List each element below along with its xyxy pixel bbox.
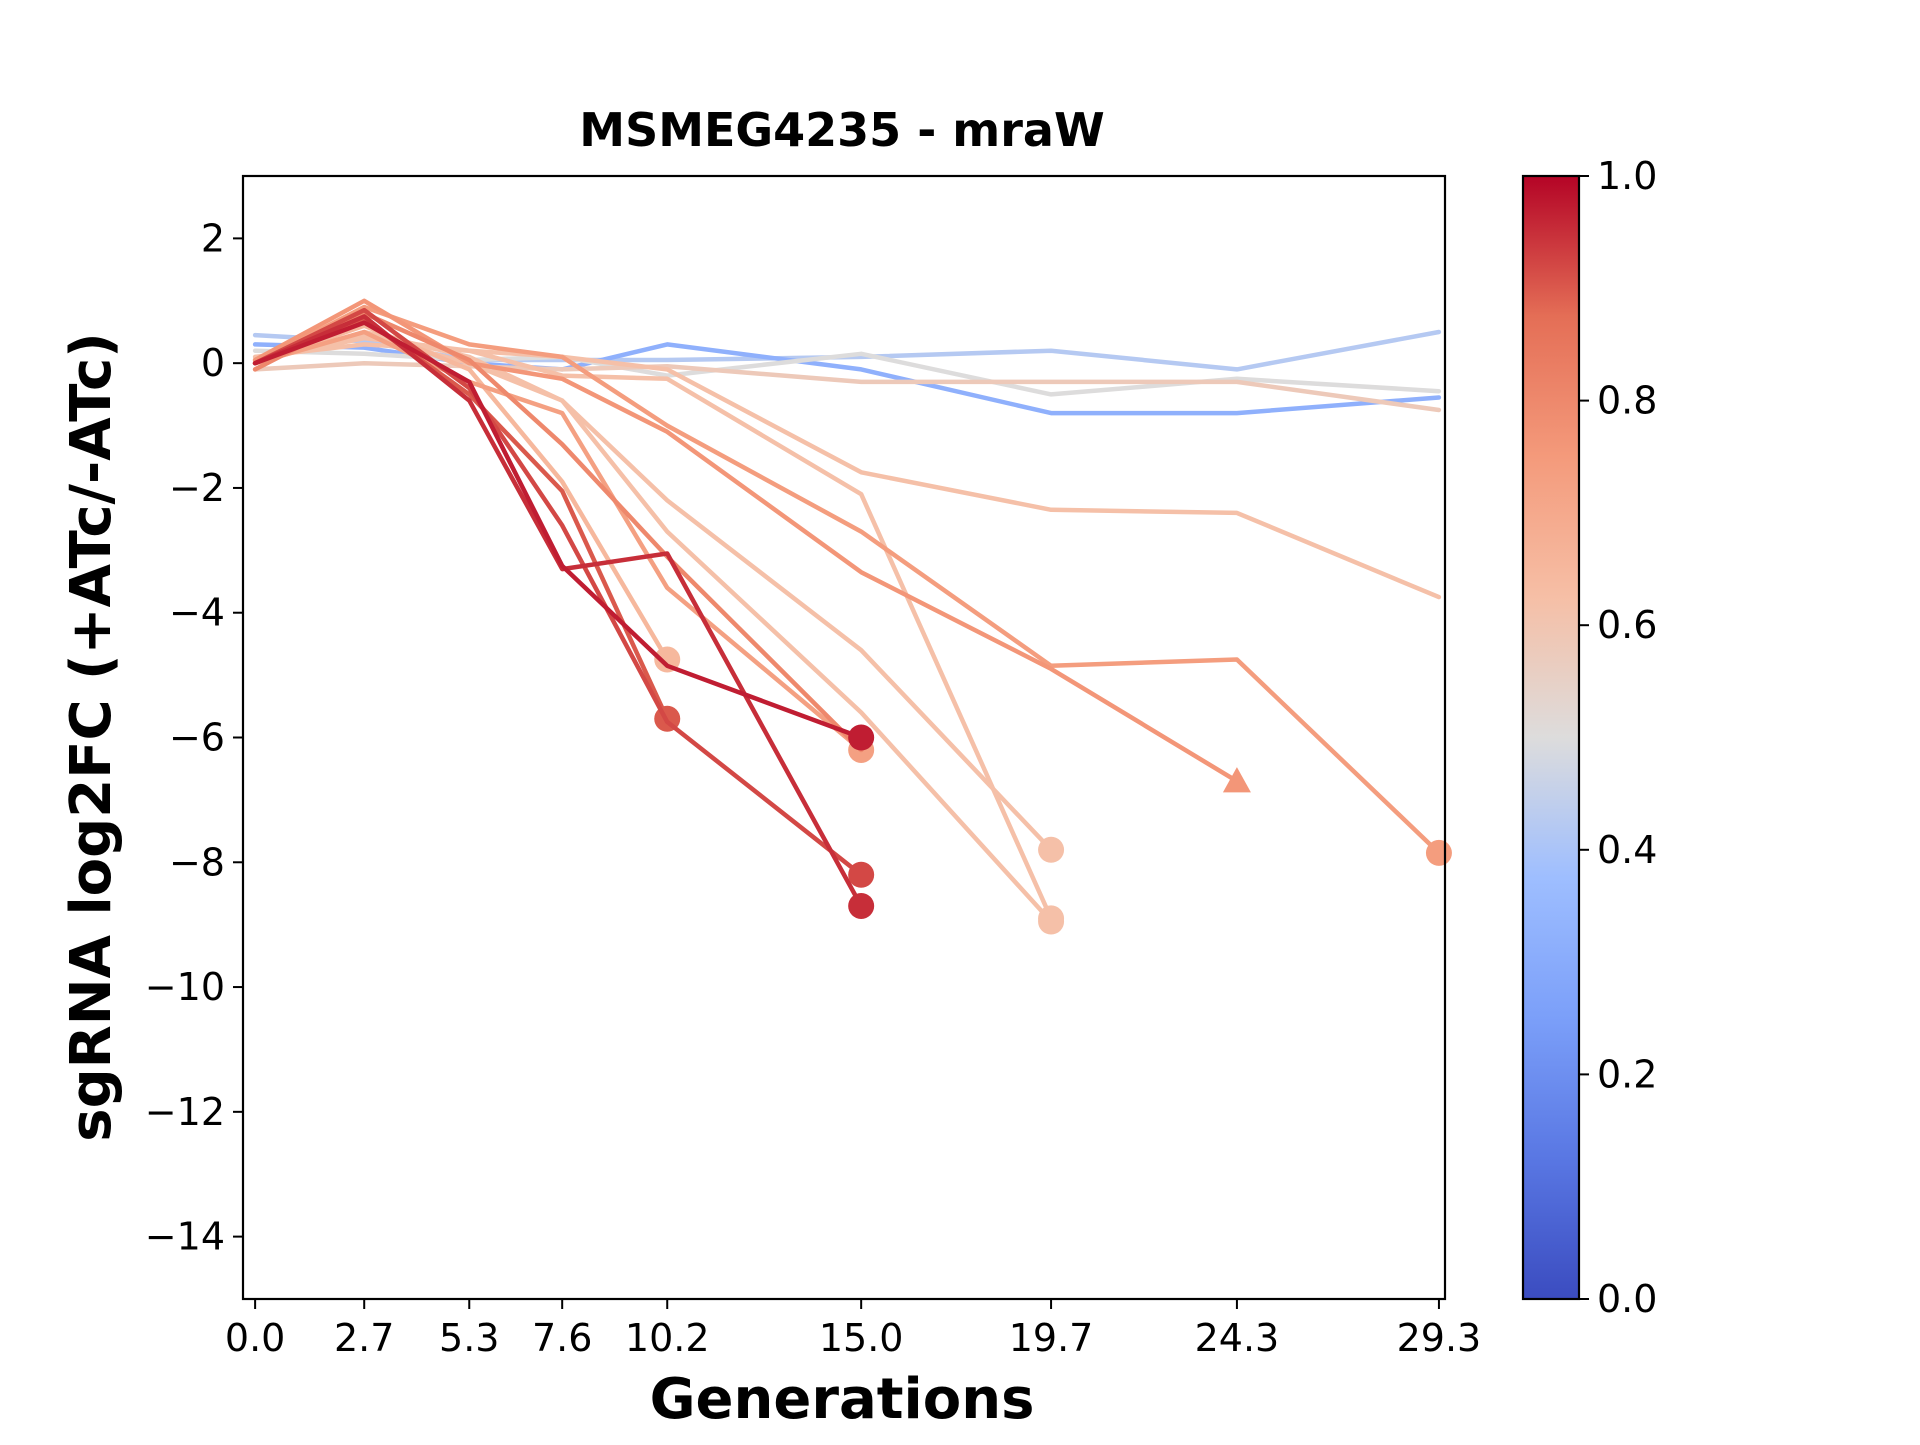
series-line-15 [252,307,864,878]
series-end-marker-7 [1038,836,1065,863]
series-line-16 [252,314,864,909]
colorbar-frame [1521,174,1581,1301]
series-end-marker-8 [1038,908,1065,935]
colorbar-tick-label: 0.6 [1597,603,1657,647]
x-tick-label: 24.3 [1195,1316,1280,1360]
series-line-11 [252,304,1442,856]
y-tick-label: −10 [145,965,225,1009]
x-tick-label: 5.3 [439,1316,499,1360]
series-end-marker-15 [848,861,875,888]
y-tick-label: −4 [169,591,225,635]
y-tick-label: −14 [145,1215,225,1259]
x-axis-ticks: 0.0 2.7 5.3 7.6 10.2 15.0 19.7 24.3 29.3 [225,1299,1481,1360]
series-end-marker-12 [1222,767,1251,793]
x-axis-label: Generations [650,1367,1035,1432]
x-tick-label: 15.0 [819,1316,904,1360]
y-tick-label: 2 [201,216,225,260]
series-line-12 [252,298,1240,784]
series-line-2 [252,342,1442,416]
x-tick-label: 0.0 [225,1316,285,1360]
colorbar [1523,176,1579,1299]
y-tick-label: −6 [169,716,225,760]
series-line-7 [252,329,1054,853]
colorbar-tick-label: 0.2 [1597,1052,1657,1096]
series-line-8 [252,332,1054,924]
chart-title: MSMEG4235 - mraW [579,103,1104,157]
x-tick-label: 19.7 [1009,1316,1094,1360]
series-line-4 [252,360,1442,413]
colorbar-tick-label: 0.8 [1597,379,1657,423]
y-tick-label: −2 [169,466,225,510]
y-tick-label: −8 [169,840,225,884]
series-end-marker-16 [848,892,875,919]
series-line-17 [252,320,864,740]
x-tick-label: 7.6 [532,1316,592,1360]
colorbar-tick-label: 1.0 [1597,154,1657,198]
colorbar-tick-label: 0.0 [1597,1277,1657,1321]
colorbar-ticks: 0.0 0.2 0.4 0.6 0.8 1.0 [1579,154,1657,1321]
series-layer [252,298,1452,935]
colorbar-tick-label: 0.4 [1597,828,1657,872]
series-line-10 [252,329,864,753]
series-end-marker-11 [1425,839,1452,866]
series-end-marker-17 [848,724,875,751]
x-tick-label: 29.3 [1397,1316,1482,1360]
x-tick-label: 10.2 [625,1316,710,1360]
y-axis-label: sgRNA log2FC (+ATc/-ATc) [59,332,124,1142]
y-axis-ticks: 2 0 −2 −4 −6 −8 −10 −12 −14 [145,216,243,1259]
x-tick-label: 2.7 [334,1316,394,1360]
series-line-6 [252,335,1054,921]
y-tick-label: −12 [145,1090,225,1134]
y-tick-label: 0 [201,341,225,385]
